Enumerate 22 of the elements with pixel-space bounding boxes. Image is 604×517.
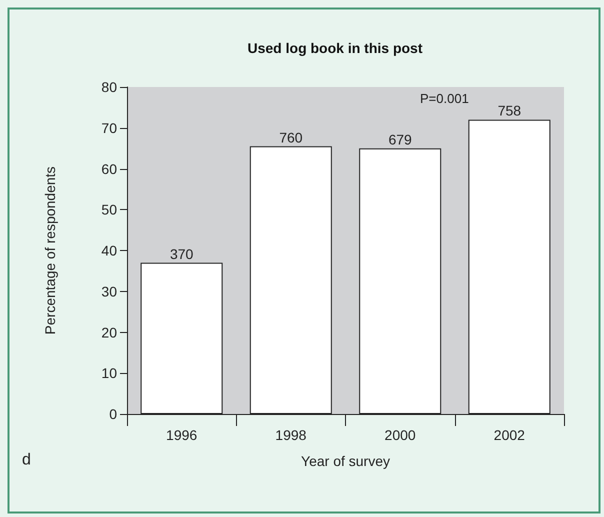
x-tick-label: 1996	[166, 427, 198, 443]
y-tick-label: 60	[101, 160, 118, 177]
x-tick-label: 2002	[494, 427, 526, 443]
annotation: 760	[279, 129, 303, 146]
y-tick-label: 20	[101, 324, 118, 340]
y-tick-label: 40	[101, 242, 118, 258]
annotation: 370	[170, 246, 194, 262]
annotation: 758	[498, 102, 522, 119]
y-tick-label: 70	[101, 120, 118, 136]
chart-title: Used log book in this post	[248, 40, 423, 56]
y-tick-label: 30	[101, 283, 118, 300]
text: d	[22, 452, 31, 468]
y-tick-label: 50	[101, 202, 118, 218]
x-tick-label: 1998	[275, 427, 307, 443]
x-tick-label: 2000	[384, 427, 416, 443]
annotation: 679	[388, 131, 412, 148]
x-axis-title: Year of survey	[301, 453, 390, 469]
y-axis-title: Percentage of respondents	[42, 166, 58, 335]
y-tick-label: 0	[109, 406, 118, 422]
y-tick-label: 80	[101, 79, 118, 95]
annotation: P=0.001	[420, 91, 469, 106]
y-tick-label: 10	[101, 365, 118, 382]
